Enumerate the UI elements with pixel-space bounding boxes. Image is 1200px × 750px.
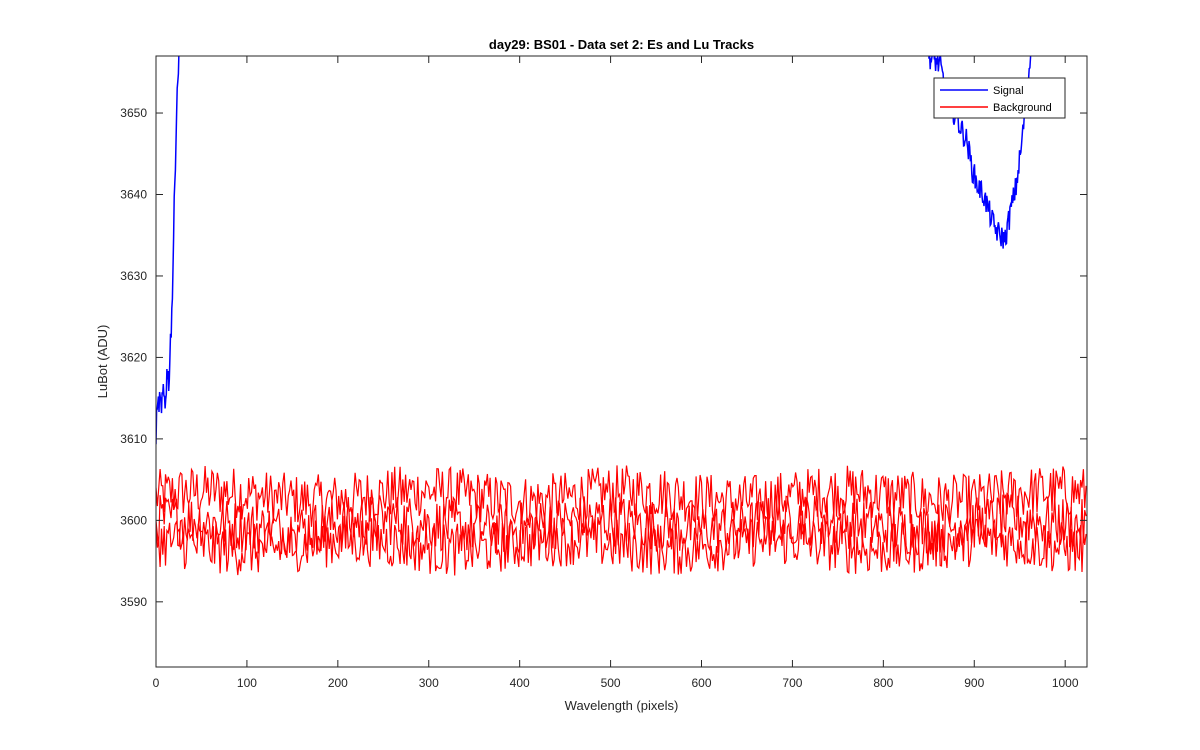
y-tick-label: 3620 xyxy=(120,350,147,364)
x-axis-label: Wavelength (pixels) xyxy=(565,698,679,713)
x-tick-label: 300 xyxy=(419,676,439,690)
y-tick-label: 3610 xyxy=(120,432,147,446)
x-tick-label: 0 xyxy=(153,676,160,690)
legend-label-signal: Signal xyxy=(993,85,1024,97)
signal-segment-1 xyxy=(156,56,180,445)
y-tick-label: 3590 xyxy=(120,595,147,609)
background-track-1 xyxy=(156,465,1087,527)
chart-title: day29: BS01 - Data set 2: Es and Lu Trac… xyxy=(489,37,754,52)
y-tick-label: 3630 xyxy=(120,269,147,283)
series-layer xyxy=(156,56,1087,576)
x-tick-label: 700 xyxy=(782,676,802,690)
x-tick-label: 900 xyxy=(964,676,984,690)
legend-label-background: Background xyxy=(993,102,1052,114)
y-tick-label: 3650 xyxy=(120,106,147,120)
ticks-layer: 0 100 200 300 400 500 600 700 800 900 1000 3590 3600… xyxy=(120,56,1087,690)
plot-area xyxy=(156,56,1087,667)
x-tick-label: 200 xyxy=(328,676,348,690)
x-tick-label: 100 xyxy=(237,676,257,690)
axes-box xyxy=(155,55,1088,668)
background-track-3 xyxy=(156,515,1087,576)
legend[interactable]: Signal Background xyxy=(933,77,1066,119)
x-tick-label: 500 xyxy=(601,676,621,690)
y-tick-label: 3600 xyxy=(120,513,147,527)
x-tick-label: 600 xyxy=(691,676,711,690)
x-tick-label: 800 xyxy=(873,676,893,690)
y-tick-label: 3640 xyxy=(120,187,147,201)
x-tick-label: 400 xyxy=(510,676,530,690)
legend-box xyxy=(933,77,1066,119)
x-tick-label: 1000 xyxy=(1052,676,1079,690)
y-axis-label: LuBot (ADU) xyxy=(95,325,110,399)
